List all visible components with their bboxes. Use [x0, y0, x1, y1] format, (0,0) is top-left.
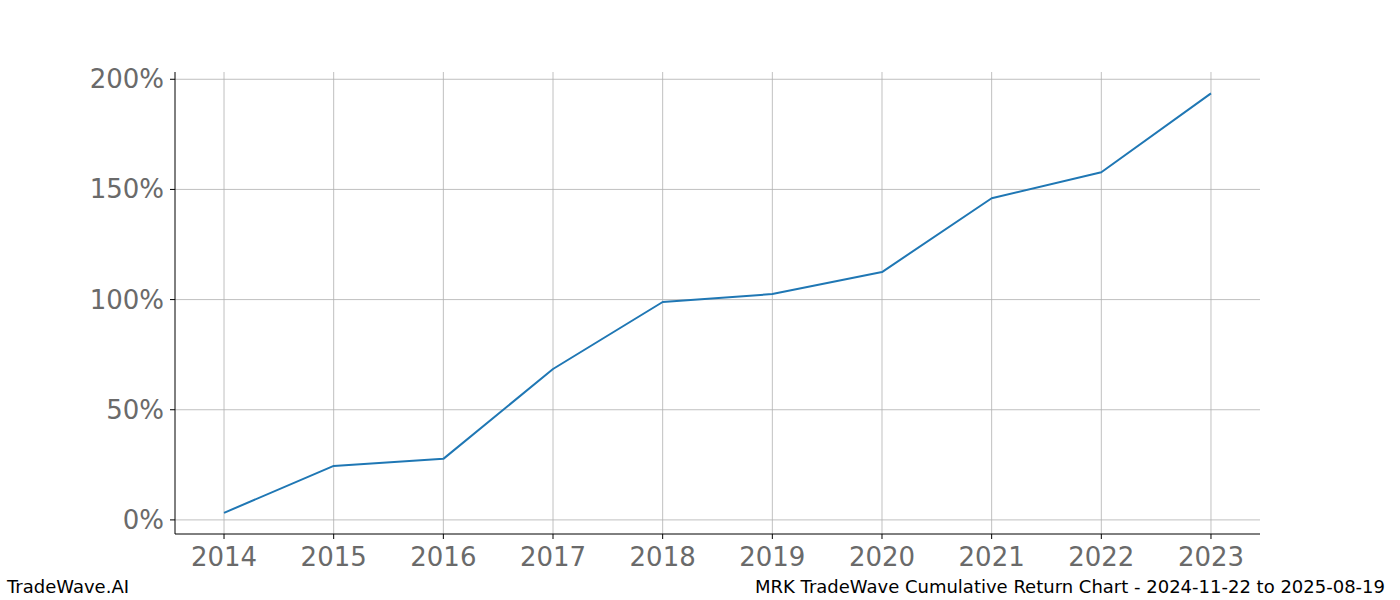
- x-axis-line: [175, 534, 1260, 535]
- x-tick: [881, 534, 882, 539]
- y-tick: [170, 189, 175, 190]
- x-tick: [1101, 534, 1102, 539]
- y-tick-label: 200%: [90, 64, 164, 94]
- x-tick: [772, 534, 773, 539]
- y-axis-line: [175, 72, 176, 534]
- x-grid-line: [1101, 72, 1102, 534]
- x-tick-label: 2023: [1178, 542, 1244, 572]
- x-grid-line: [881, 72, 882, 534]
- x-grid-line: [553, 72, 554, 534]
- y-tick: [170, 79, 175, 80]
- chart: 2014 2015 2016 2017 2018 2019 2020 2021 2022 2023…: [0, 0, 1400, 600]
- x-tick-label: 2016: [410, 542, 476, 572]
- y-tick-label: 150%: [90, 174, 164, 204]
- x-tick-label: 2019: [739, 542, 805, 572]
- source: TradeWave.AI: [6, 576, 129, 597]
- x-tick: [553, 534, 554, 539]
- y-tick: [170, 409, 175, 410]
- x-tick-label: 2021: [959, 542, 1025, 572]
- x-tick: [333, 534, 334, 539]
- x-grid-line: [772, 72, 773, 534]
- plot-area: [224, 93, 1211, 512]
- x-grid-line: [224, 72, 225, 534]
- x-tick-label: 2020: [849, 542, 915, 572]
- y-grid-line: [175, 519, 1260, 520]
- line-series: [224, 93, 1211, 512]
- y-grid-line: [175, 79, 1260, 80]
- x-grid-line: [1210, 72, 1211, 534]
- x-grid-line: [333, 72, 334, 534]
- x-tick-label: 2022: [1068, 542, 1134, 572]
- y-tick-label: 0%: [123, 505, 164, 535]
- y-grid-line: [175, 299, 1260, 300]
- y-grid-line: [175, 189, 1260, 190]
- x-tick: [443, 534, 444, 539]
- x-tick: [662, 534, 663, 539]
- y-tick-label: 50%: [106, 395, 164, 425]
- x-tick-label: 2017: [520, 542, 586, 572]
- x-tick: [1210, 534, 1211, 539]
- title: MRK TradeWave Cumulative Return Chart - …: [755, 576, 1385, 597]
- y-tick: [170, 519, 175, 520]
- y-tick-label: 100%: [90, 285, 164, 315]
- x-tick: [991, 534, 992, 539]
- x-tick-label: 2014: [191, 542, 257, 572]
- x-tick-label: 2018: [630, 542, 696, 572]
- y-grid-line: [175, 409, 1260, 410]
- x-tick: [224, 534, 225, 539]
- y-tick: [170, 299, 175, 300]
- x-tick-label: 2015: [301, 542, 367, 572]
- x-grid-line: [443, 72, 444, 534]
- x-grid-line: [991, 72, 992, 534]
